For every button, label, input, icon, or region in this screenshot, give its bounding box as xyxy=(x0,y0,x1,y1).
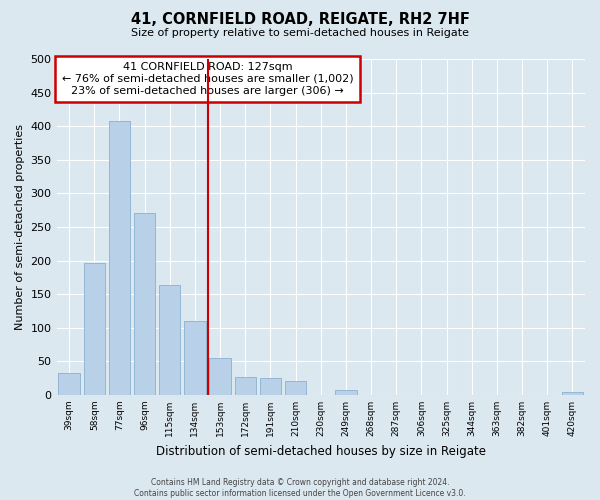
Bar xyxy=(335,390,356,395)
Bar xyxy=(184,321,206,395)
Text: 41 CORNFIELD ROAD: 127sqm  
← 76% of semi-detached houses are smaller (1,002)
  : 41 CORNFIELD ROAD: 127sqm ← 76% of semi-… xyxy=(62,62,353,96)
Text: Contains HM Land Registry data © Crown copyright and database right 2024.
Contai: Contains HM Land Registry data © Crown c… xyxy=(134,478,466,498)
Bar xyxy=(285,382,307,395)
Text: 41, CORNFIELD ROAD, REIGATE, RH2 7HF: 41, CORNFIELD ROAD, REIGATE, RH2 7HF xyxy=(131,12,469,28)
Bar xyxy=(109,121,130,395)
Bar xyxy=(235,378,256,395)
Bar xyxy=(159,286,181,395)
Bar xyxy=(58,373,80,395)
Text: Size of property relative to semi-detached houses in Reigate: Size of property relative to semi-detach… xyxy=(131,28,469,38)
Y-axis label: Number of semi-detached properties: Number of semi-detached properties xyxy=(15,124,25,330)
Bar xyxy=(562,392,583,395)
X-axis label: Distribution of semi-detached houses by size in Reigate: Distribution of semi-detached houses by … xyxy=(156,444,486,458)
Bar xyxy=(83,262,105,395)
Bar xyxy=(209,358,231,395)
Bar xyxy=(134,213,155,395)
Bar xyxy=(260,378,281,395)
